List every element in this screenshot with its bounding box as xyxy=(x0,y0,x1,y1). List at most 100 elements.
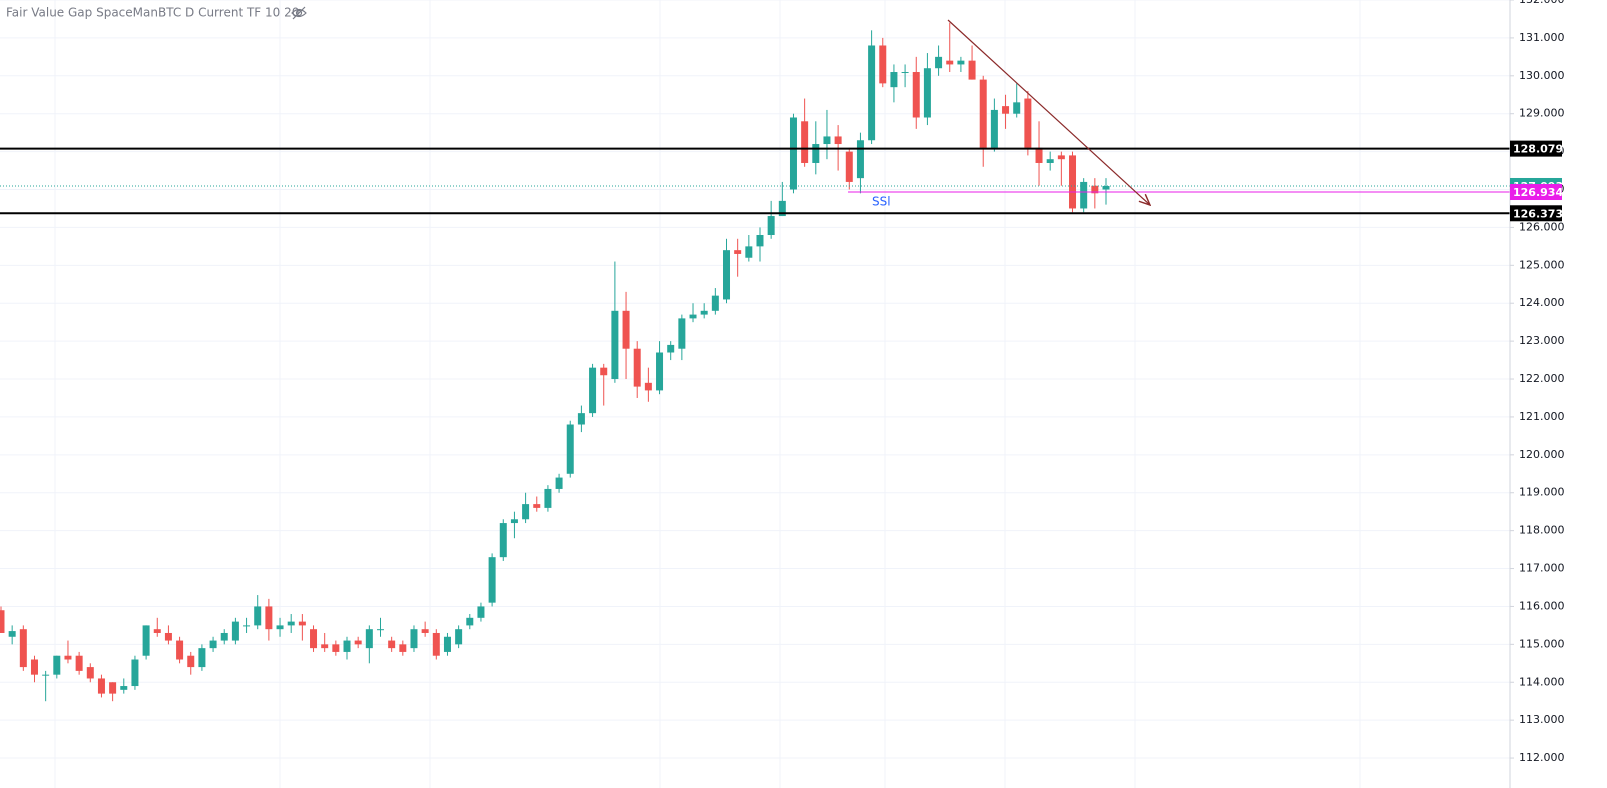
y-tick-label: 116.000 xyxy=(1519,599,1565,612)
candle-body xyxy=(131,659,139,687)
candle-body xyxy=(321,644,329,649)
candle-body xyxy=(700,310,708,315)
candle-body xyxy=(153,629,161,633)
candle-body xyxy=(354,640,362,645)
candle-body xyxy=(455,629,463,645)
price-tag xyxy=(1510,205,1562,222)
candle-body xyxy=(287,621,295,626)
candle-body xyxy=(1057,155,1065,160)
candle-body xyxy=(64,655,72,660)
trend-line xyxy=(947,19,1150,205)
y-tick-label: 112.000 xyxy=(1519,751,1565,764)
y-tick-label: 131.000 xyxy=(1519,31,1565,44)
candle-body xyxy=(443,636,451,652)
candle-body xyxy=(856,140,864,179)
candle-body xyxy=(1102,185,1110,190)
candle-body xyxy=(499,523,507,558)
candle-body xyxy=(399,644,407,652)
candle-body xyxy=(544,488,552,508)
candle-body xyxy=(8,631,16,637)
candle-body xyxy=(1069,155,1077,209)
candle-body xyxy=(522,504,530,520)
candle-body xyxy=(164,632,172,641)
candle-body xyxy=(968,60,976,80)
candle-body xyxy=(789,117,797,190)
candle-body xyxy=(723,250,731,300)
candle-body xyxy=(845,151,853,182)
price-tag xyxy=(1510,140,1562,157)
candle-body xyxy=(120,686,128,690)
candle-body xyxy=(767,216,775,235)
candle-body xyxy=(923,68,931,118)
candle-body xyxy=(957,60,965,65)
y-tick-label: 122.000 xyxy=(1519,372,1565,385)
candle-body xyxy=(0,610,5,633)
candle-body xyxy=(276,625,284,630)
candle-body xyxy=(254,606,262,626)
price-tag-label: 126.373 xyxy=(1513,207,1563,220)
candle-body xyxy=(533,504,541,508)
candle-body xyxy=(935,56,943,69)
y-tick-label: 130.000 xyxy=(1519,69,1565,82)
candle-body xyxy=(42,674,50,676)
candle-body xyxy=(812,144,820,163)
y-tick-label: 125.000 xyxy=(1519,258,1565,271)
candle-body xyxy=(265,606,273,630)
candle-body xyxy=(622,310,630,349)
candle-body xyxy=(656,352,664,391)
candle-body xyxy=(310,629,318,649)
candle-body xyxy=(298,621,306,626)
candle-body xyxy=(979,79,987,148)
candle-body xyxy=(1002,106,1010,114)
candle-body xyxy=(901,72,909,74)
visibility-icon[interactable] xyxy=(291,6,307,20)
y-tick-label: 120.000 xyxy=(1519,448,1565,461)
candle-body xyxy=(510,519,518,524)
candle-body xyxy=(678,318,686,349)
candle-body xyxy=(1013,102,1021,114)
candle-body xyxy=(745,246,753,258)
candle-body xyxy=(778,200,786,217)
y-tick-label: 132.000 xyxy=(1519,0,1565,6)
price-tag xyxy=(1510,184,1562,201)
y-tick-label: 126.000 xyxy=(1519,220,1565,233)
candle-body xyxy=(209,640,217,649)
candle-body xyxy=(142,625,150,656)
candle-body xyxy=(30,659,38,675)
y-tick-label: 114.000 xyxy=(1519,675,1565,688)
candle-body xyxy=(243,625,251,627)
candle-body xyxy=(109,682,117,694)
candle-body xyxy=(577,413,585,425)
candle-body xyxy=(566,424,574,474)
y-tick-label: 117.000 xyxy=(1519,562,1565,575)
candle-body xyxy=(711,295,719,311)
candle-body xyxy=(198,648,206,668)
price-tag-label: 128.079 xyxy=(1513,143,1563,156)
candle-body xyxy=(220,632,228,641)
candle-body xyxy=(946,60,954,65)
candle-body xyxy=(410,629,418,649)
candle-body xyxy=(589,367,597,414)
candle-body xyxy=(823,136,831,145)
y-tick-label: 118.000 xyxy=(1519,524,1565,537)
candle-body xyxy=(1091,185,1099,194)
y-tick-label: 121.000 xyxy=(1519,410,1565,423)
candle-body xyxy=(86,667,94,679)
candle-body xyxy=(488,557,496,603)
candle-body xyxy=(187,655,195,668)
candle-body xyxy=(75,655,83,671)
candle-body xyxy=(555,477,563,489)
candle-body xyxy=(689,314,697,319)
candle-body xyxy=(990,109,998,148)
candle-body xyxy=(343,640,351,652)
indicator-title: Fair Value Gap SpaceManBTC D Current TF … xyxy=(6,6,299,20)
price-tag-label: 126.934 xyxy=(1513,186,1563,199)
candle-body xyxy=(801,121,809,163)
candle-body xyxy=(432,632,440,656)
y-tick-label: 129.000 xyxy=(1519,107,1565,120)
ssl-label: SSl xyxy=(872,195,891,209)
candle-body xyxy=(868,45,876,141)
candle-body xyxy=(633,348,641,387)
candle-body xyxy=(477,606,485,618)
